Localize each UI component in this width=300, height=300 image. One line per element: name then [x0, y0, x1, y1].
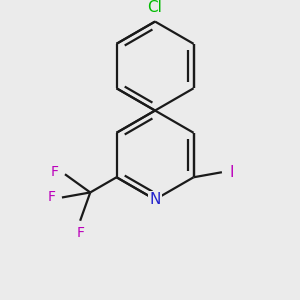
Text: Cl: Cl — [148, 0, 163, 15]
Text: N: N — [149, 192, 161, 207]
Text: F: F — [76, 226, 84, 240]
Text: F: F — [51, 165, 59, 179]
Text: F: F — [48, 190, 56, 205]
Text: I: I — [230, 165, 234, 180]
